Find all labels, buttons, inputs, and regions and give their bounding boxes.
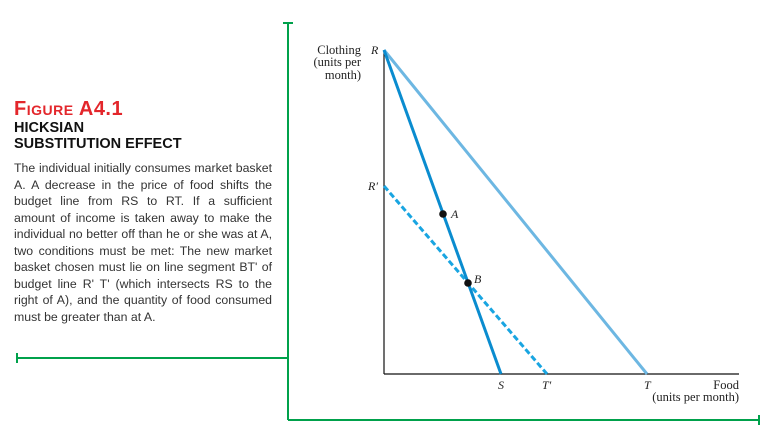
point-B (464, 279, 472, 287)
x-axis-label-2: (units per month) (652, 390, 739, 404)
frame (16, 22, 760, 425)
figure-number: Figure A4.1 (14, 98, 124, 120)
figure-title-line2: SUBSTITUTION EFFECT (14, 136, 182, 152)
point-A (439, 210, 447, 218)
label-A: A (450, 207, 459, 221)
x-axis-label-1: Food (713, 378, 739, 392)
figure-description: The individual initially consumes market… (14, 161, 272, 324)
figure-caption: Figure A4.1 HICKSIAN SUBSTITUTION EFFECT… (14, 98, 272, 325)
label-S: S (498, 378, 504, 392)
label-T-prime: T′ (542, 378, 552, 392)
label-T: T (644, 378, 652, 392)
budget-line-R-prime-T-prime (382, 185, 549, 375)
y-axis-label-1: Clothing (317, 43, 362, 57)
label-R-prime: R′ (367, 179, 378, 193)
y-axis-label-3: month) (325, 68, 361, 82)
budget-line-RT (382, 49, 649, 375)
figure-title-line1: HICKSIAN (14, 120, 85, 136)
label-B: B (474, 272, 482, 286)
y-axis-label-2: (units per (313, 55, 361, 69)
label-R: R (370, 43, 379, 57)
